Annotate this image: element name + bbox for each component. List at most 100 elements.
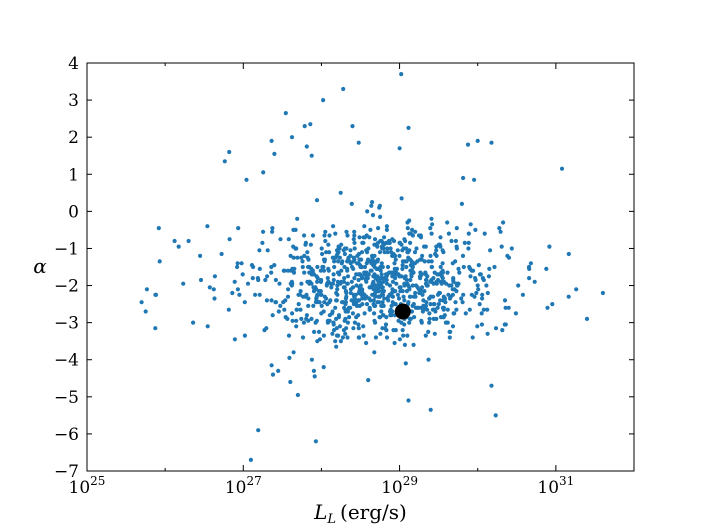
data-point — [388, 313, 393, 318]
data-point — [351, 326, 356, 331]
data-point — [355, 253, 360, 258]
data-point — [379, 303, 384, 308]
data-point — [400, 248, 405, 253]
y-tick-label: 2 — [68, 128, 79, 148]
data-point — [493, 413, 498, 418]
data-point — [376, 289, 381, 294]
y-tick-label: 0 — [68, 202, 79, 222]
data-point — [454, 226, 459, 231]
data-point — [323, 238, 328, 244]
data-point — [320, 251, 325, 257]
data-point — [347, 315, 352, 320]
data-point — [309, 316, 314, 321]
data-point — [456, 266, 461, 271]
data-point — [393, 289, 398, 294]
data-point — [304, 313, 309, 318]
data-point — [282, 307, 287, 312]
data-point — [364, 294, 369, 299]
data-point — [453, 300, 458, 305]
data-point — [403, 361, 408, 366]
data-point — [257, 292, 262, 297]
data-point — [390, 279, 395, 284]
data-point — [413, 229, 418, 234]
data-point — [415, 285, 420, 290]
data-point — [302, 270, 307, 275]
data-point — [366, 257, 371, 262]
data-point — [372, 261, 377, 266]
data-point — [291, 350, 296, 355]
data-point — [402, 237, 407, 242]
data-point — [380, 300, 385, 305]
data-point — [356, 140, 361, 145]
x-tick-label: 1031 — [537, 474, 574, 498]
data-point — [295, 392, 300, 398]
data-point — [423, 244, 428, 249]
data-point — [509, 246, 514, 251]
data-point — [406, 398, 411, 403]
data-point — [344, 246, 349, 251]
data-point — [439, 281, 444, 286]
data-point — [453, 238, 458, 244]
data-point — [420, 253, 425, 258]
data-point — [288, 379, 293, 385]
data-point — [311, 368, 316, 373]
data-point — [323, 229, 328, 234]
data-point — [454, 246, 459, 251]
data-point — [205, 324, 210, 329]
data-point — [528, 261, 534, 266]
data-point — [472, 177, 477, 182]
data-point — [420, 285, 425, 290]
data-point — [265, 274, 270, 279]
data-point — [344, 326, 349, 331]
data-point — [322, 300, 327, 305]
data-point — [440, 270, 445, 275]
data-point — [370, 292, 375, 297]
x-tick-label: 1025 — [69, 474, 106, 498]
data-point — [428, 253, 433, 258]
data-point — [302, 233, 307, 238]
data-point — [429, 216, 434, 221]
data-point — [319, 277, 324, 283]
data-point — [408, 277, 413, 283]
data-point — [475, 283, 480, 288]
data-point — [365, 250, 370, 255]
data-point — [441, 315, 446, 320]
data-points — [139, 72, 606, 462]
y-tick-label: −2 — [54, 277, 79, 297]
data-point — [427, 316, 432, 321]
data-point — [319, 303, 324, 308]
data-point — [370, 257, 375, 262]
data-point — [314, 287, 319, 292]
data-point — [379, 309, 384, 314]
data-point — [600, 290, 606, 296]
data-point — [359, 257, 364, 262]
data-point — [461, 292, 466, 297]
data-point — [376, 226, 381, 231]
data-point — [470, 335, 475, 340]
data-point — [413, 290, 418, 296]
data-point — [407, 218, 412, 223]
data-point — [481, 277, 486, 283]
data-point — [345, 274, 351, 279]
data-point — [513, 311, 519, 316]
data-point — [392, 340, 397, 346]
data-point — [387, 270, 392, 275]
data-point — [434, 253, 439, 258]
data-point — [273, 277, 278, 283]
data-point — [473, 227, 478, 232]
data-point — [227, 237, 232, 242]
data-point — [352, 257, 357, 262]
data-point — [393, 272, 398, 277]
data-point — [450, 292, 455, 297]
data-point — [405, 250, 410, 255]
data-point — [139, 300, 144, 305]
data-point — [157, 259, 162, 264]
data-point — [345, 320, 350, 325]
data-point — [408, 240, 413, 245]
data-point — [232, 337, 237, 342]
data-point — [550, 302, 555, 307]
y-tick-label: 4 — [68, 54, 79, 74]
data-point — [351, 237, 356, 242]
data-point — [351, 266, 356, 271]
data-point — [327, 250, 332, 255]
